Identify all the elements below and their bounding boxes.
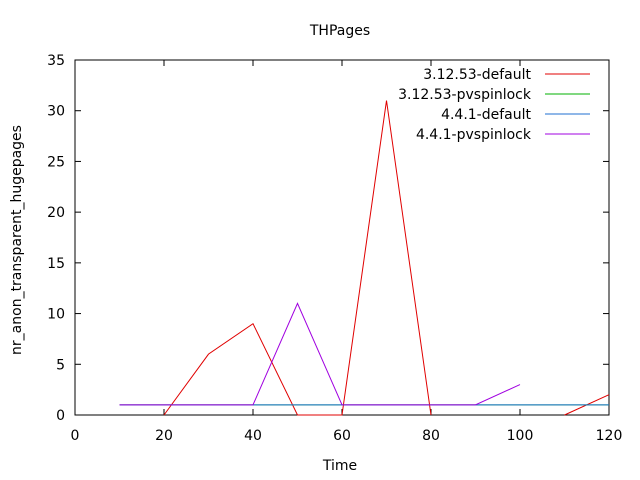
y-tick-label: 15 [47, 256, 65, 272]
legend-label: 3.12.53-default [423, 67, 531, 83]
y-axis-title: nr_anon_transparent_hugepages [9, 125, 25, 355]
x-tick-label: 40 [244, 428, 262, 444]
series-line [119, 302, 521, 406]
x-tick-label: 60 [333, 428, 351, 444]
x-tick-label: 0 [71, 428, 80, 444]
series-line [163, 100, 432, 416]
axis-ticks: 0 20 40 60 80 100 120 0 5 10 15 20 25 30 35 [47, 53, 622, 444]
y-tick-label: 35 [47, 53, 65, 69]
x-tick-label: 100 [507, 428, 534, 444]
x-tick-label: 80 [422, 428, 440, 444]
legend: 3.12.53-default 3.12.53-pvspinlock 4.4.1-d… [398, 67, 590, 143]
legend-label: 3.12.53-pvspinlock [398, 87, 532, 103]
x-tick-label: 120 [596, 428, 623, 444]
series-layer [119, 100, 610, 416]
x-axis-title: Time [322, 458, 357, 474]
series-4 [119, 302, 521, 406]
series-1 [163, 100, 610, 416]
y-tick-label: 20 [47, 205, 65, 221]
x-tick-label: 20 [155, 428, 173, 444]
y-tick-label: 10 [47, 307, 65, 323]
chart-title: THPages [309, 23, 370, 39]
legend-label: 4.4.1-default [441, 107, 531, 123]
y-tick-label: 5 [56, 357, 65, 373]
y-tick-label: 30 [47, 104, 65, 120]
y-tick-label: 0 [56, 408, 65, 424]
legend-label: 4.4.1-pvspinlock [416, 127, 532, 143]
y-tick-label: 25 [47, 154, 65, 170]
